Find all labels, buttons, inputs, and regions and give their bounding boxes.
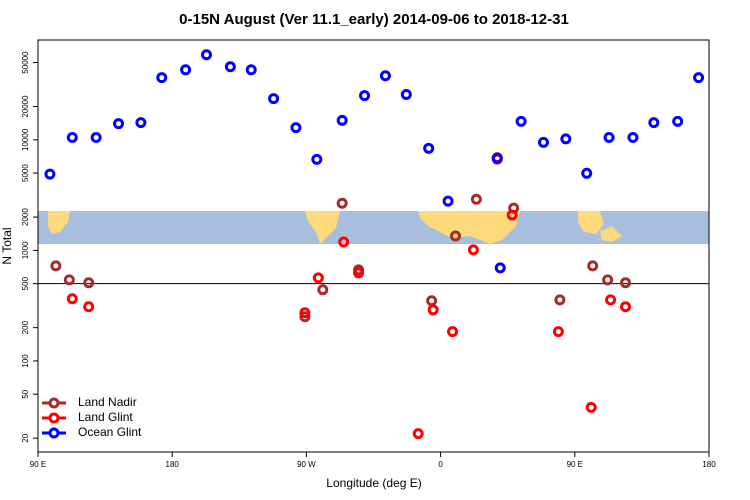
chart-title: 0-15N August (Ver 11.1_early) 2014-09-06… — [179, 11, 569, 28]
point — [494, 262, 506, 274]
point — [200, 49, 212, 61]
point — [90, 131, 102, 143]
point — [442, 195, 454, 207]
point — [537, 136, 549, 148]
x-axis-label: Longitude (deg E) — [326, 476, 421, 490]
point — [268, 93, 280, 105]
point — [619, 301, 631, 313]
point — [311, 153, 323, 165]
point — [336, 114, 348, 126]
point — [648, 117, 660, 129]
y-tick-label: 100 — [21, 354, 30, 368]
point — [560, 133, 572, 145]
point — [83, 301, 95, 313]
point — [447, 326, 459, 338]
legend-marker — [48, 397, 60, 409]
y-tick-label: 50000 — [21, 51, 30, 74]
point — [245, 64, 257, 76]
point — [672, 115, 684, 127]
point — [605, 294, 617, 306]
point — [353, 267, 365, 279]
legend-marker — [48, 427, 60, 439]
point — [585, 401, 597, 413]
y-tick-label: 5000 — [21, 164, 30, 182]
point — [66, 293, 78, 305]
x-tick-label: 0 — [438, 460, 443, 469]
y-tick-label: 1000 — [21, 241, 30, 259]
point — [379, 70, 391, 82]
point — [450, 230, 462, 242]
point — [83, 277, 95, 289]
point — [506, 209, 518, 221]
point — [602, 274, 614, 286]
point — [338, 236, 350, 248]
y-tick-label: 2000 — [21, 208, 30, 226]
point — [312, 272, 324, 284]
point — [491, 152, 503, 164]
point — [224, 61, 236, 73]
y-tick-label: 500 — [21, 276, 30, 290]
y-tick-label: 20000 — [21, 95, 30, 118]
point — [467, 244, 479, 256]
point — [299, 311, 311, 323]
point — [400, 89, 412, 101]
x-tick-label: 180 — [166, 460, 180, 469]
y-tick-label: 10000 — [21, 128, 30, 151]
point — [552, 326, 564, 338]
x-tick-label: 90 W — [297, 460, 316, 469]
point — [470, 193, 482, 205]
point — [63, 274, 75, 286]
point — [66, 131, 78, 143]
point — [44, 168, 56, 180]
point — [290, 122, 302, 134]
point — [180, 64, 192, 76]
x-tick-label: 90 E — [30, 460, 46, 469]
point — [426, 295, 438, 307]
point — [515, 115, 527, 127]
legend-label: Ocean Glint — [78, 425, 142, 439]
point — [619, 277, 631, 289]
point — [317, 284, 329, 296]
map-strip — [38, 211, 709, 244]
point — [113, 118, 125, 130]
plot-frame — [37, 39, 710, 453]
point — [627, 131, 639, 143]
legend-label: Land Nadir — [78, 395, 137, 409]
point — [554, 294, 566, 306]
point — [359, 90, 371, 102]
point — [693, 72, 705, 84]
y-axis-label: N Total — [0, 227, 14, 264]
legend-label: Land Glint — [78, 410, 133, 424]
point — [135, 117, 147, 129]
y-tick-label: 200 — [21, 320, 30, 334]
point — [336, 197, 348, 209]
point — [412, 428, 424, 440]
point — [587, 260, 599, 272]
y-tick-label: 20 — [21, 433, 30, 442]
x-tick-label: 180 — [702, 460, 716, 469]
point — [299, 307, 311, 319]
legend-marker — [48, 412, 60, 424]
point — [581, 167, 593, 179]
point — [156, 72, 168, 84]
point — [50, 260, 62, 272]
x-tick-label: 90 E — [567, 460, 583, 469]
y-tick-label: 50 — [21, 389, 30, 398]
point — [423, 142, 435, 154]
point — [603, 131, 615, 143]
point — [427, 304, 439, 316]
